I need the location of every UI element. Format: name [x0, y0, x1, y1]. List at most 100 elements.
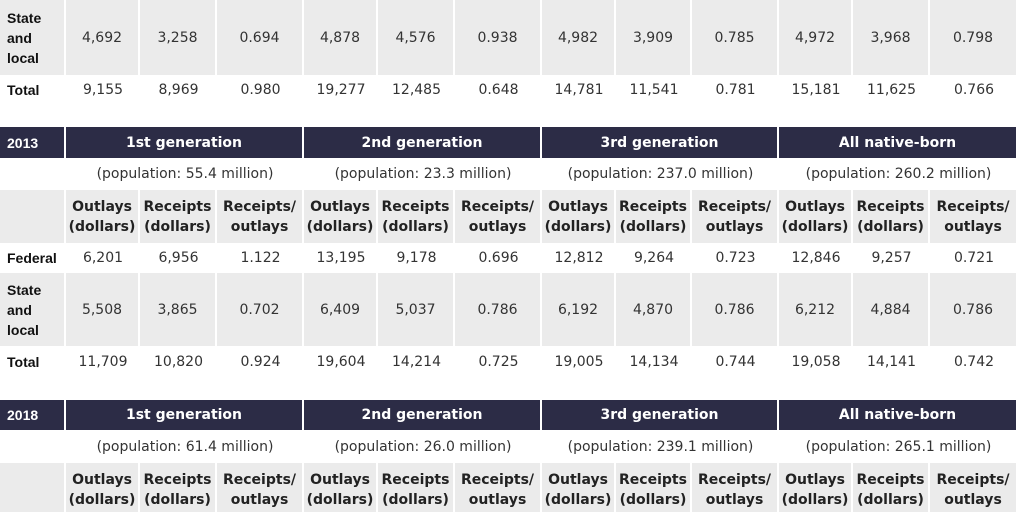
- cell-value: 19,005: [554, 354, 604, 370]
- row-label: State and local: [0, 0, 66, 75]
- group-header: 2nd generation: [304, 400, 542, 430]
- cell-value: 0.744: [715, 354, 756, 370]
- cell-value: 0.785: [692, 0, 779, 75]
- cell-value: 4,884: [853, 273, 930, 346]
- year-label: 2013: [0, 127, 66, 158]
- cell-value: 3,258: [140, 0, 217, 75]
- population-label: (population: 26.0 million): [334, 438, 512, 455]
- column-header: Receipts (dollars): [378, 463, 455, 512]
- cell-value: 0.781: [715, 82, 756, 98]
- cell-value: 19,277: [316, 82, 366, 98]
- cell-value: 13,195: [316, 250, 366, 266]
- column-header: Outlays (dollars): [779, 463, 853, 512]
- cell-value: 14,214: [392, 354, 441, 370]
- cell-value: 12,812: [554, 250, 604, 266]
- cell-value: 19,058: [791, 354, 841, 370]
- cell-value: 14,781: [554, 82, 604, 98]
- column-header: Receipts/ outlays: [692, 463, 779, 512]
- cell-value: 0.766: [953, 82, 995, 98]
- cell-value: 19,604: [316, 354, 366, 370]
- cell-value: 4,878: [304, 0, 378, 75]
- cell-value: 9,155: [82, 82, 124, 98]
- cell-value: 12,846: [791, 250, 841, 266]
- cell-value: 14,134: [629, 354, 679, 370]
- cell-value: 0.798: [930, 0, 1018, 75]
- column-header: Outlays (dollars): [304, 463, 378, 512]
- column-header: Receipts/ outlays: [930, 190, 1018, 243]
- cell-value: 11,625: [867, 82, 916, 98]
- blank-cell: [0, 158, 66, 190]
- cell-value: 8,969: [158, 82, 199, 98]
- row-label: Total: [7, 82, 40, 98]
- population-label: (population: 239.1 million): [567, 438, 754, 455]
- column-header: Outlays (dollars): [304, 190, 378, 243]
- cell-value: 11,709: [78, 354, 128, 370]
- column-header: Outlays (dollars): [66, 463, 140, 512]
- column-header: Receipts (dollars): [616, 463, 692, 512]
- cell-value: 9,257: [871, 250, 912, 266]
- population-label: (population: 237.0 million): [567, 166, 754, 182]
- cell-value: 14,141: [867, 354, 916, 370]
- cell-value: 4,982: [542, 0, 616, 75]
- group-header: 3rd generation: [542, 400, 779, 430]
- cell-value: 6,212: [779, 273, 853, 346]
- blank-cell: [0, 430, 66, 463]
- group-header: 1st generation: [66, 400, 304, 430]
- blank-cell: [0, 463, 66, 512]
- cell-value: 0.702: [217, 273, 304, 346]
- cell-value: 4,692: [66, 0, 140, 75]
- blank-cell: [0, 190, 66, 243]
- year-label: 2018: [0, 400, 66, 430]
- column-header: Receipts/ outlays: [455, 190, 542, 243]
- cell-value: 0.694: [217, 0, 304, 75]
- population-label: (population: 55.4 million): [96, 166, 274, 182]
- cell-value: 0.648: [478, 82, 519, 98]
- column-header: Outlays (dollars): [542, 190, 616, 243]
- cell-value: 9,264: [633, 250, 675, 266]
- cell-value: 4,870: [616, 273, 692, 346]
- cell-value: 3,865: [140, 273, 217, 346]
- population-label: (population: 61.4 million): [96, 438, 274, 455]
- cell-value: 4,576: [378, 0, 455, 75]
- cell-value: 15,181: [791, 82, 841, 98]
- column-header: Receipts (dollars): [140, 463, 217, 512]
- cell-value: 0.742: [953, 354, 995, 370]
- cell-value: 0.938: [455, 0, 542, 75]
- cell-value: 6,409: [304, 273, 378, 346]
- column-header: Outlays (dollars): [542, 463, 616, 512]
- column-header: Receipts/ outlays: [455, 463, 542, 512]
- row-label: State and local: [0, 273, 66, 346]
- population-label: (population: 265.1 million): [805, 438, 992, 455]
- cell-value: 10,820: [154, 354, 203, 370]
- column-header: Receipts/ outlays: [930, 463, 1018, 512]
- cell-value: 11,541: [629, 82, 679, 98]
- group-header: 2nd generation: [304, 127, 542, 158]
- column-header: Receipts (dollars): [616, 190, 692, 243]
- cell-value: 3,968: [853, 0, 930, 75]
- cell-value: 0.723: [715, 250, 756, 266]
- population-label: (population: 23.3 million): [334, 166, 512, 182]
- cell-value: 6,192: [542, 273, 616, 346]
- cell-value: 0.786: [455, 273, 542, 346]
- column-header: Receipts (dollars): [140, 190, 217, 243]
- cell-value: 9,178: [396, 250, 437, 266]
- column-header: Outlays (dollars): [66, 190, 140, 243]
- cell-value: 6,956: [158, 250, 199, 266]
- row-label: Total: [7, 354, 40, 370]
- cell-value: 0.725: [478, 354, 519, 370]
- population-label: (population: 260.2 million): [805, 166, 992, 182]
- column-header: Receipts/ outlays: [217, 190, 304, 243]
- column-header: Outlays (dollars): [779, 190, 853, 243]
- group-header: 1st generation: [66, 127, 304, 158]
- group-header: 3rd generation: [542, 127, 779, 158]
- column-header: Receipts/ outlays: [692, 190, 779, 243]
- cell-value: 1.122: [240, 250, 281, 266]
- cell-value: 6,201: [82, 250, 124, 266]
- row-label: Federal: [7, 250, 57, 266]
- cell-value: 5,508: [66, 273, 140, 346]
- column-header: Receipts (dollars): [853, 463, 930, 512]
- column-header: Receipts (dollars): [378, 190, 455, 243]
- column-header: Receipts/ outlays: [217, 463, 304, 512]
- group-header: All native-born: [779, 400, 1018, 430]
